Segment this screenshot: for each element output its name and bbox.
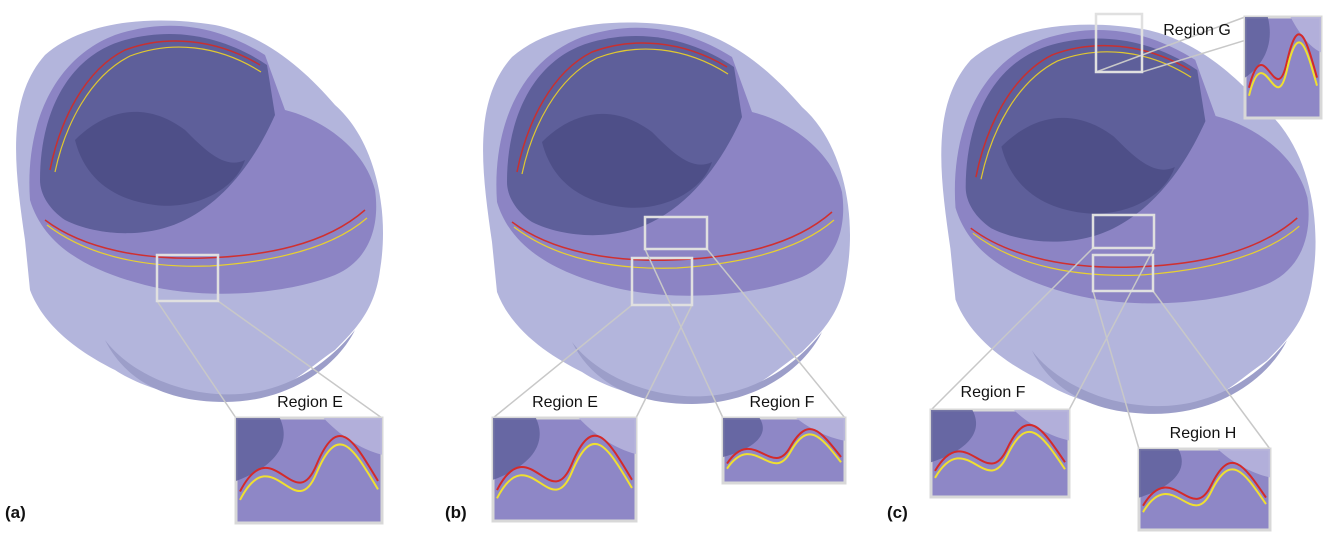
figure: (a) Region E (b) Region E Region F (c) Region … [0, 0, 1327, 533]
panel-label: (a) [5, 503, 26, 522]
region-label: Region G [1163, 22, 1231, 39]
region-label: Region F [750, 394, 815, 411]
brain-render [483, 22, 850, 404]
region-label: Region E [532, 394, 598, 411]
region-label: Region H [1170, 425, 1237, 442]
region-label: Region F [961, 384, 1026, 401]
panel-label: (b) [445, 503, 467, 522]
layer: (a) Region E (b) Region E Region F (c) Region … [5, 14, 1321, 530]
panel-label: (c) [887, 503, 908, 522]
brain-render [16, 20, 383, 402]
region-label: Region E [277, 394, 343, 411]
